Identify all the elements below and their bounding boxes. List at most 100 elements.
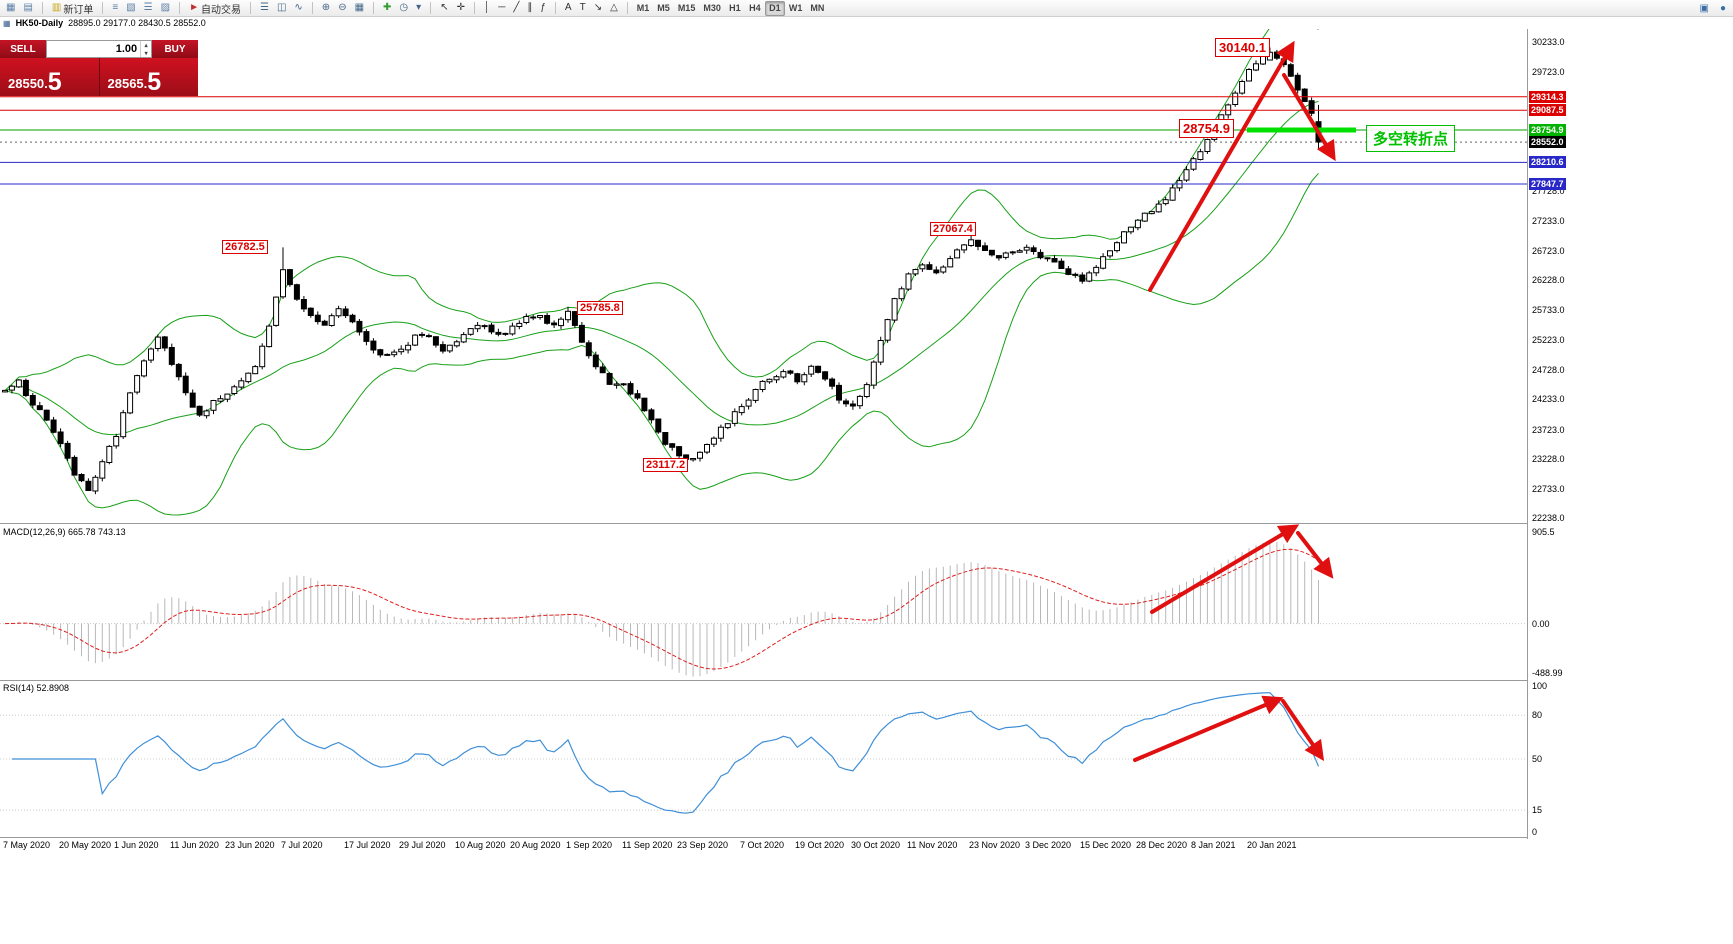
price-down-arrow[interactable]: [1282, 73, 1336, 162]
rsi-down-arrow[interactable]: [1281, 699, 1325, 761]
market-watch-button[interactable]: ≡: [108, 1, 122, 16]
timeframe-m1-button[interactable]: M1: [636, 3, 650, 13]
text-button[interactable]: A: [561, 1, 576, 16]
timeframe-h4-button[interactable]: H4: [749, 3, 761, 13]
chart-canvas[interactable]: [0, 29, 1528, 839]
crosshair-button[interactable]: ✛: [453, 1, 469, 16]
trendline-button[interactable]: ╱: [509, 1, 523, 16]
tile-windows-button-icon: ▦: [354, 2, 365, 13]
time-axis-label: 30 Oct 2020: [851, 840, 901, 850]
indicators-button-icon: ✚: [383, 2, 392, 13]
chart-icon: ▦: [3, 18, 11, 28]
trendline-button-icon: ╱: [513, 2, 520, 13]
chart-title-bar: ▦ HK50-Daily 28895.0 29177.0 28430.5 285…: [0, 17, 1733, 29]
volume-field: ▴ ▾: [46, 40, 152, 58]
horizontal-line-button[interactable]: ─: [494, 1, 509, 16]
sell-price-button[interactable]: 28550. 5: [0, 58, 99, 96]
line-chart-button-icon: ∿: [294, 2, 303, 13]
templates-dropdown[interactable]: ▾: [412, 1, 425, 16]
shapes-button-icon: △: [610, 2, 618, 13]
zoom-out-button[interactable]: ⊖: [334, 1, 350, 16]
price-tag: 27847.7: [1529, 178, 1566, 190]
arrows-button[interactable]: ↘: [590, 1, 606, 16]
timeframe-w1-button[interactable]: W1: [788, 3, 803, 13]
vertical-line-button[interactable]: │: [480, 1, 494, 16]
window-icon[interactable]: ▣: [1699, 3, 1709, 14]
sell-button[interactable]: SELL: [0, 40, 46, 58]
candlestick-chart-button-icon: ◫: [276, 2, 287, 13]
navigator-button-icon: ☰: [143, 2, 153, 13]
rsi-panel-layer: [0, 692, 1528, 814]
time-axis-label: 20 Aug 2020: [510, 840, 561, 850]
horizontal-line-button-icon: ─: [498, 2, 506, 13]
price-tag: 28754.9: [1529, 124, 1566, 136]
time-axis-label: 8 Jan 2021: [1191, 840, 1236, 850]
time-axis-label: 15 Dec 2020: [1080, 840, 1132, 850]
cursor-button[interactable]: ↖: [436, 1, 452, 16]
rsi-axis-label: 0: [1532, 827, 1538, 837]
price-tag: 28210.6: [1529, 156, 1566, 168]
rsi-up-arrow[interactable]: [1133, 695, 1284, 762]
timeframe-m30-button[interactable]: M30: [703, 3, 721, 13]
text-label-button[interactable]: T: [576, 1, 590, 16]
toolbar-separator: [41, 2, 43, 14]
volume-spinner: ▴ ▾: [140, 41, 151, 57]
sell-price-main: 28550.: [8, 75, 48, 91]
shapes-button[interactable]: △: [606, 1, 622, 16]
toolbar-right: ▣ ●: [1696, 1, 1731, 16]
macd-up-arrow[interactable]: [1150, 524, 1300, 614]
timeframe-h1-button[interactable]: H1: [729, 3, 741, 13]
time-axis-label: 17 Jul 2020: [344, 840, 391, 850]
price-axis-label: 24728.0: [1532, 365, 1565, 375]
macd-panel-layer: [0, 541, 1528, 677]
channel-button[interactable]: ∥: [523, 1, 536, 16]
data-window-button-icon: ▧: [126, 2, 136, 13]
toolbar-separator: [626, 2, 628, 14]
toolbar: ▦ ▤ ▥ 新订单 ≡ ▧ ☰ ▨ ► 自动交易 ☰ ◫ ∿ ⊕ ⊖ ▦ ✚ ◷ ▾ ↖ ✛ │ ─ ╱ ∥ ƒ A T ↘ △ M1 M5 M…: [0, 0, 1733, 17]
price-axis-label: 26723.0: [1532, 246, 1565, 256]
timeframe-d1-button[interactable]: D1: [764, 0, 785, 16]
timeframe-mn-button[interactable]: MN: [810, 3, 825, 13]
time-axis-label: 7 Jul 2020: [281, 840, 323, 850]
channel-button-icon: ∥: [527, 2, 533, 13]
new-order-button-label: 新订单: [63, 4, 94, 16]
arrows-button-icon: ↘: [593, 2, 603, 13]
time-axis-label: 1 Sep 2020: [566, 840, 613, 850]
terminal-button[interactable]: ▨: [157, 1, 174, 16]
macd-down-arrow[interactable]: [1296, 531, 1334, 579]
bar-chart-button[interactable]: ☰: [256, 1, 273, 16]
time-axis-label: 23 Sep 2020: [677, 840, 729, 850]
timeframe-m15-button[interactable]: M15: [677, 3, 696, 13]
price-up-arrow[interactable]: [1148, 40, 1295, 292]
time-axis-label: 10 Aug 2020: [455, 840, 506, 850]
candlestick-chart-button[interactable]: ◫: [273, 1, 290, 16]
tile-windows-button[interactable]: ▦: [351, 1, 368, 16]
volume-up-button[interactable]: ▴: [144, 42, 148, 49]
indicators-button[interactable]: ✚: [379, 1, 395, 16]
profiles-button-icon: ▤: [23, 2, 33, 13]
new-order-button[interactable]: ▥ 新订单: [48, 1, 97, 16]
zoom-in-button[interactable]: ⊕: [318, 1, 334, 16]
buy-price-button[interactable]: 28565. 5: [99, 58, 198, 96]
line-chart-button[interactable]: ∿: [290, 1, 306, 16]
volume-input[interactable]: [47, 41, 141, 57]
sell-price-big-digit: 5: [47, 67, 62, 96]
notifications-icon[interactable]: ●: [1719, 3, 1726, 14]
autotrade-button[interactable]: ► 自动交易: [185, 1, 245, 16]
fibonacci-button[interactable]: ƒ: [536, 1, 550, 16]
toolbar-separator: [102, 2, 104, 14]
periods-dropdown[interactable]: ◷: [395, 1, 412, 16]
new-chart-button[interactable]: ▦: [2, 1, 19, 16]
time-axis-label: 11 Jun 2020: [170, 840, 219, 850]
timeframe-m5-button[interactable]: M5: [657, 3, 670, 13]
buy-button[interactable]: BUY: [152, 40, 198, 58]
navigator-button[interactable]: ☰: [140, 1, 157, 16]
time-axis-label: 11 Nov 2020: [907, 840, 958, 850]
time-axis-label: 19 Oct 2020: [795, 840, 845, 850]
price-axis-label: 25733.0: [1532, 305, 1565, 315]
profiles-button[interactable]: ▤: [19, 1, 36, 16]
volume-down-button[interactable]: ▾: [144, 50, 148, 57]
market-watch-button-icon: ≡: [112, 2, 119, 13]
data-window-button[interactable]: ▧: [122, 1, 139, 16]
time-axis-label: 29 Jul 2020: [399, 840, 446, 850]
